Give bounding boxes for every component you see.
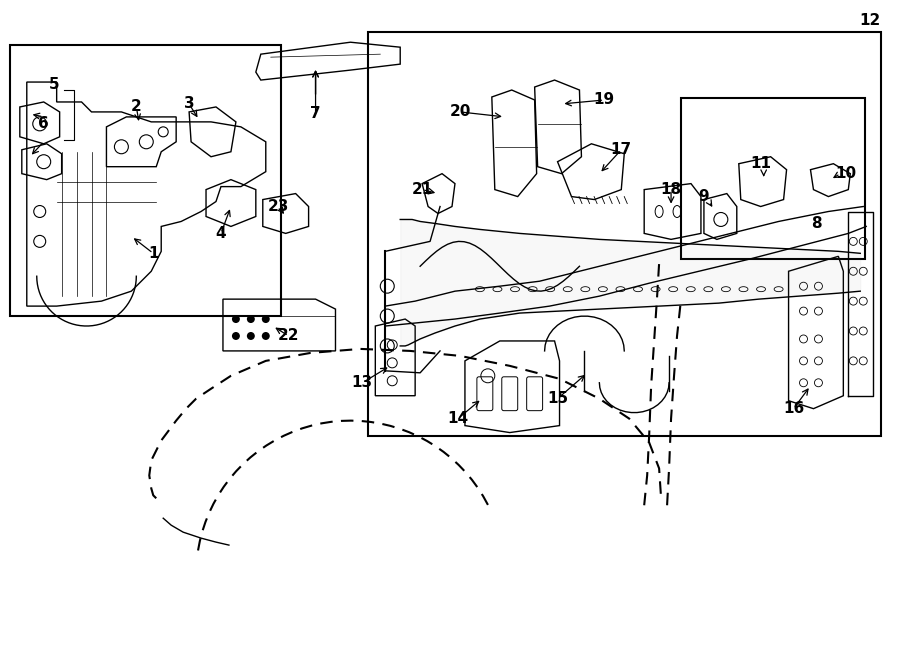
Bar <box>10 45 281 316</box>
Text: 20: 20 <box>449 104 471 120</box>
Circle shape <box>247 315 255 323</box>
Text: 13: 13 <box>352 375 373 390</box>
Text: 22: 22 <box>278 329 300 344</box>
Text: 14: 14 <box>447 411 469 426</box>
Bar <box>681 98 865 259</box>
Text: 5: 5 <box>49 77 59 91</box>
Text: 11: 11 <box>751 156 771 171</box>
Text: 17: 17 <box>611 142 632 157</box>
Text: 10: 10 <box>836 166 857 181</box>
Text: 6: 6 <box>39 116 50 132</box>
Text: 7: 7 <box>310 106 321 122</box>
Text: 15: 15 <box>547 391 568 407</box>
Text: 9: 9 <box>698 189 709 204</box>
Text: 23: 23 <box>268 199 290 214</box>
Circle shape <box>247 332 255 340</box>
Text: 1: 1 <box>148 246 158 261</box>
Text: 8: 8 <box>811 216 822 231</box>
Text: 4: 4 <box>216 226 226 241</box>
Circle shape <box>232 332 240 340</box>
Circle shape <box>262 332 270 340</box>
Text: 12: 12 <box>860 13 881 28</box>
Text: 18: 18 <box>661 182 681 197</box>
Text: 19: 19 <box>594 93 615 108</box>
Text: 21: 21 <box>411 182 433 197</box>
Circle shape <box>232 315 240 323</box>
Text: 16: 16 <box>783 401 805 416</box>
Text: 2: 2 <box>130 99 141 114</box>
Bar <box>368 32 881 436</box>
Circle shape <box>262 315 270 323</box>
Text: 3: 3 <box>184 97 194 112</box>
